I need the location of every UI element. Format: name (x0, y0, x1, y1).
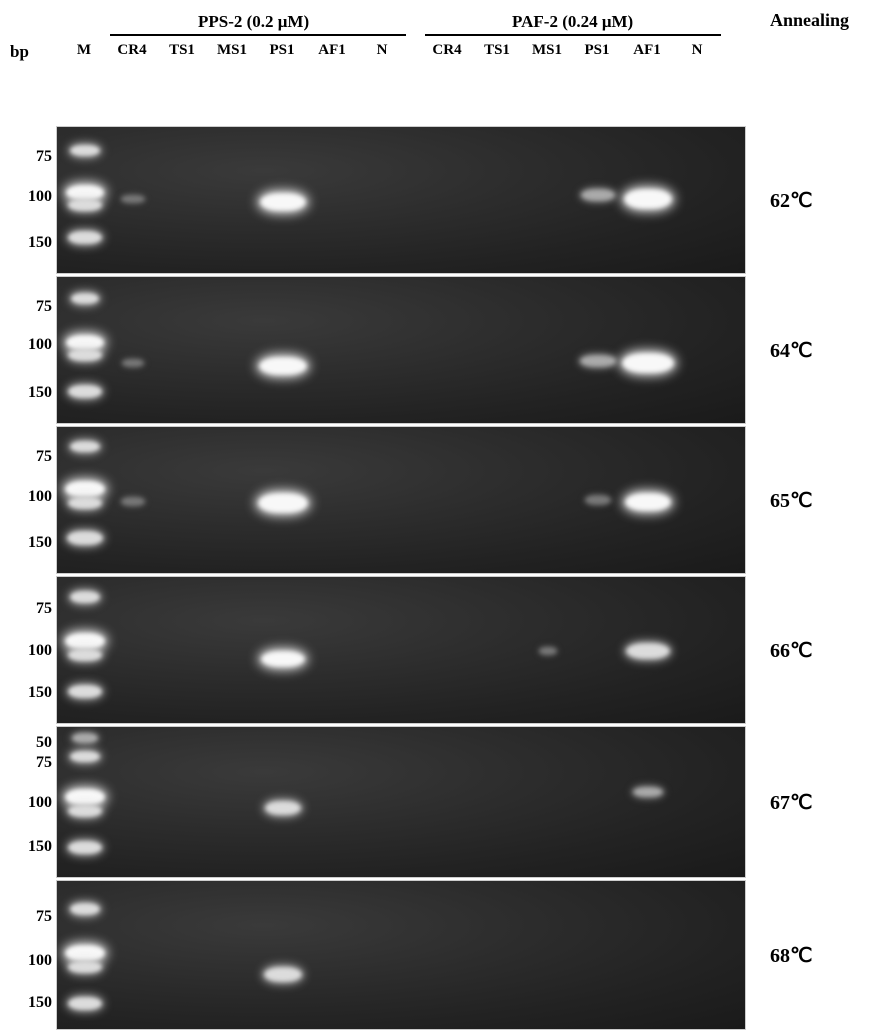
temp-label-4: 67℃ (770, 790, 865, 815)
bp-header: bp (10, 42, 56, 62)
annealing-header: Annealing (770, 10, 865, 31)
lane-label-12: N (675, 42, 719, 59)
gel-band (122, 359, 144, 367)
lane-label-4: PS1 (260, 42, 304, 59)
gel-band (258, 493, 308, 513)
gel-panel-2 (56, 426, 746, 574)
gel-band (626, 643, 670, 659)
bp-tick: 150 (10, 684, 52, 702)
bp-tick: 75 (10, 754, 52, 772)
ladder-band (70, 591, 100, 603)
lane-header-row: bp MCR4TS1MS1PS1AF1NCR4TS1MS1PS1AF1N (10, 40, 865, 66)
gel-band (633, 787, 663, 797)
ladder-band (71, 293, 99, 304)
lane-label-5: AF1 (310, 42, 354, 59)
ladder-band (72, 733, 98, 743)
lane-label-8: TS1 (475, 42, 519, 59)
ladder-band (68, 841, 102, 854)
gel-band (260, 193, 306, 211)
gel-band (264, 967, 302, 982)
temp-label-3: 66℃ (770, 638, 865, 663)
gel-band (539, 647, 557, 655)
bp-tick: 100 (10, 794, 52, 812)
bp-tick: 100 (10, 952, 52, 970)
bp-tick: 50 (10, 734, 52, 752)
ladder-band (70, 751, 100, 762)
gel-band (261, 651, 305, 667)
bp-tick: 75 (10, 600, 52, 618)
gel-band (265, 801, 301, 815)
bp-tick: 75 (10, 448, 52, 466)
bp-tick: 75 (10, 148, 52, 166)
gel-band (625, 493, 671, 511)
ladder-band (68, 649, 102, 661)
bp-tick: 100 (10, 642, 52, 660)
gel-band (121, 497, 145, 506)
lane-label-11: AF1 (625, 42, 669, 59)
bp-tick: 150 (10, 534, 52, 552)
gel-figure: PPS-2 (0.2 μM) PAF-2 (0.24 μM) Annealing… (10, 10, 865, 990)
group-label-pps2: PPS-2 (0.2 μM) (198, 12, 309, 32)
bp-tick: 150 (10, 384, 52, 402)
ladder-band (68, 961, 102, 973)
lane-label-0: M (62, 42, 106, 59)
group-header-row: PPS-2 (0.2 μM) PAF-2 (0.24 μM) Annealing (10, 10, 865, 40)
gel-panel-1 (56, 276, 746, 424)
gel-band (259, 357, 307, 375)
ladder-band (68, 685, 102, 698)
temp-label-0: 62℃ (770, 188, 865, 213)
ladder-band (65, 481, 105, 497)
temp-label-2: 65℃ (770, 488, 865, 513)
group-bar-pps2 (110, 34, 406, 36)
ladder-band (68, 497, 102, 509)
ladder-band (65, 633, 105, 649)
ladder-band (68, 997, 102, 1010)
ladder-band (65, 945, 105, 961)
gel-panel-3 (56, 576, 746, 724)
lane-label-1: CR4 (110, 42, 154, 59)
lane-label-6: N (360, 42, 404, 59)
lane-label-7: CR4 (425, 42, 469, 59)
gel-band (581, 189, 615, 201)
ladder-band (68, 199, 102, 211)
ladder-band (70, 145, 100, 156)
ladder-band (68, 385, 102, 398)
bp-tick: 150 (10, 838, 52, 856)
gel-band (580, 355, 616, 367)
ladder-band (70, 903, 100, 915)
bp-tick: 150 (10, 994, 52, 1012)
ladder-band (68, 231, 102, 244)
temp-label-5: 68℃ (770, 943, 865, 968)
group-bar-paf2 (425, 34, 721, 36)
bp-tick: 100 (10, 336, 52, 354)
gel-panel-5 (56, 880, 746, 1030)
bp-tick: 100 (10, 188, 52, 206)
ladder-band (66, 185, 104, 200)
gel-band (585, 495, 611, 505)
ladder-band (67, 531, 103, 545)
ladder-band (68, 805, 102, 817)
ladder-band (68, 349, 102, 361)
gel-band (121, 195, 145, 203)
gel-band (622, 353, 674, 373)
lane-label-2: TS1 (160, 42, 204, 59)
lane-label-3: MS1 (210, 42, 254, 59)
ladder-band (66, 335, 104, 350)
lane-label-10: PS1 (575, 42, 619, 59)
lane-label-9: MS1 (525, 42, 569, 59)
gel-panel-4 (56, 726, 746, 878)
bp-tick: 100 (10, 488, 52, 506)
bp-tick: 150 (10, 234, 52, 252)
ladder-band (65, 789, 105, 805)
gel-panel-0 (56, 126, 746, 274)
gel-band (624, 189, 672, 209)
bp-tick: 75 (10, 908, 52, 926)
temp-label-1: 64℃ (770, 338, 865, 363)
ladder-band (70, 441, 100, 452)
bp-tick: 75 (10, 298, 52, 316)
group-label-paf2: PAF-2 (0.24 μM) (512, 12, 633, 32)
